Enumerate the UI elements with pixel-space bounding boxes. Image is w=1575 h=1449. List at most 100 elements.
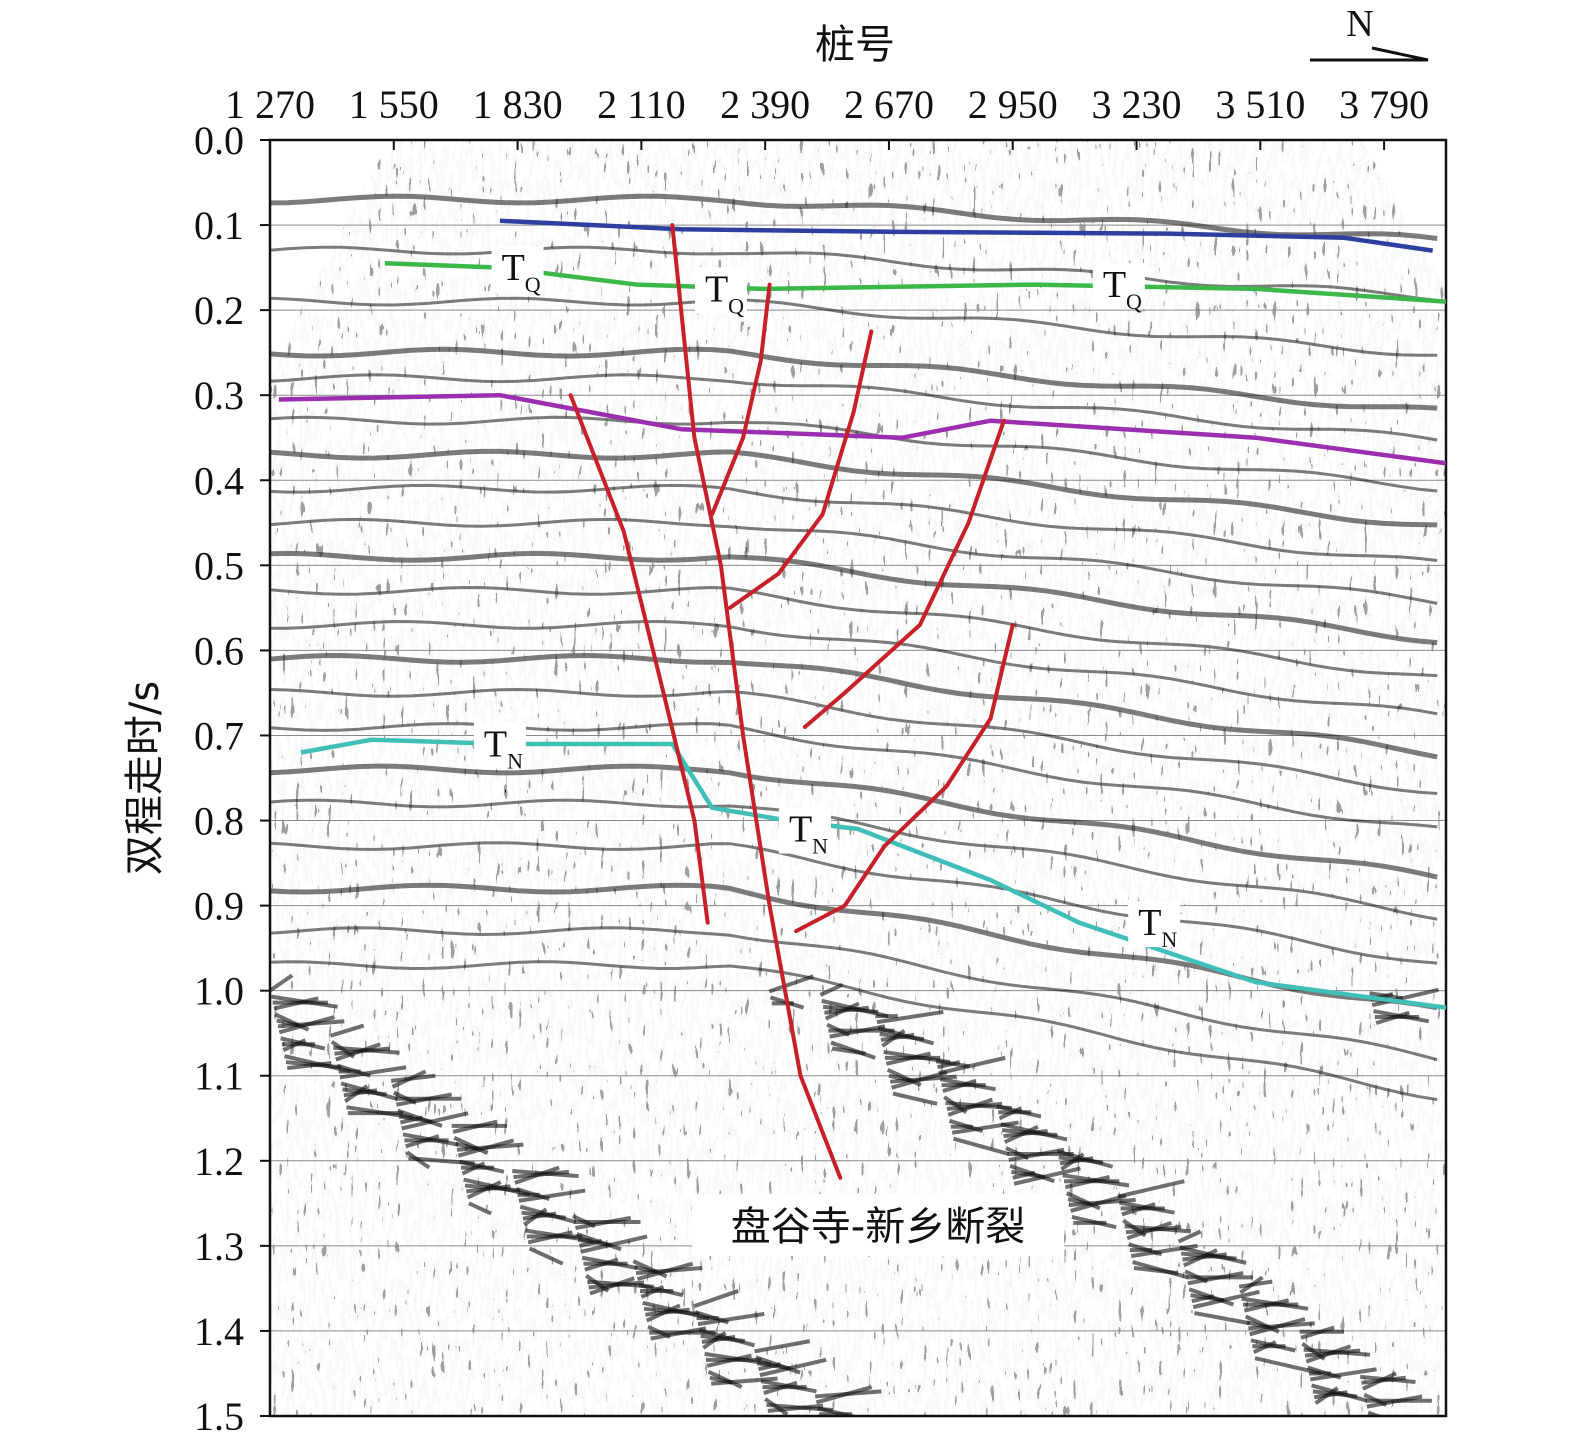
reflector-streak (575, 1215, 632, 1230)
reflector-streak (702, 1330, 727, 1350)
reflector-streak (636, 1261, 694, 1281)
reflector-streak (339, 1065, 407, 1080)
north-arrow-label: N (1346, 3, 1373, 45)
y-tick-label: 0.3 (194, 373, 244, 418)
reflector-band (270, 483, 1438, 562)
reflector-streak (461, 1161, 486, 1176)
reflector-band (270, 960, 1438, 1102)
reflector-streak (1117, 1179, 1185, 1199)
y-tick-label: 1.3 (194, 1224, 244, 1269)
reflector-streak (819, 982, 844, 997)
fault-name-label: 盘谷寺-新乡断裂 (731, 1204, 1025, 1250)
seismic-reflectors (270, 193, 1439, 1416)
reflector-band (270, 763, 1438, 880)
x-tick-label: 3 230 (1092, 82, 1182, 127)
reflector-streak (287, 1060, 332, 1071)
x-tick-label: 3 510 (1215, 82, 1305, 127)
reflector-streak (527, 1230, 573, 1245)
y-tick-label: 0.7 (194, 713, 244, 758)
gridlines (270, 224, 1446, 1332)
reflector-streak (1191, 1294, 1215, 1304)
reflector-streak (829, 1024, 886, 1039)
horizon-label-box (1128, 901, 1181, 948)
horizon-label: TQ (491, 246, 544, 297)
reflector-streak (1375, 1010, 1410, 1025)
horizon-label-subscript: Q (525, 272, 541, 297)
reflector-streak (1243, 1298, 1290, 1313)
reflector-streak (1060, 1152, 1085, 1171)
north-arrow-icon (1310, 46, 1429, 62)
reflector-streak (693, 1289, 739, 1309)
reflector-streak (885, 1051, 931, 1066)
horizon-label-subscript: Q (1126, 289, 1142, 314)
reflector-streak (1249, 1317, 1306, 1337)
reflector-streak (589, 1276, 635, 1296)
reflector-streak (1239, 1275, 1264, 1295)
reflector-streak (824, 1001, 860, 1021)
reflector-streak (650, 1326, 707, 1341)
reflector-band (270, 687, 1438, 795)
reflector-streak (270, 973, 294, 993)
reflector-streak (876, 1009, 944, 1025)
x-tick-label: 2 950 (968, 82, 1058, 127)
x-tick-label: 1 550 (349, 82, 439, 127)
reflector-streak (947, 1097, 994, 1117)
reflector-streak (1252, 1340, 1277, 1355)
reflector-streak (396, 1092, 453, 1107)
reflector-streak (1254, 1356, 1322, 1376)
reflector-streak (881, 1029, 906, 1048)
reflector-streak (1366, 1394, 1423, 1409)
north-arrow: N (1310, 3, 1429, 62)
reflector-band (270, 448, 1438, 528)
y-tick-label: 1.1 (194, 1054, 244, 1099)
y-axis: 0.0 0.1 0.2 0.3 0.4 0.5 0.6 0.7 0.8 0.9 1.0 1.1 1.2 1… (194, 118, 270, 1439)
reflector-streak (892, 1091, 938, 1106)
x-tick-label: 1 270 (225, 82, 315, 127)
reflector-band (270, 517, 1438, 605)
reflector-streak (523, 1207, 548, 1227)
reflector-streak (711, 1376, 778, 1386)
horizon-label: TQ (694, 267, 747, 318)
reflector-streak (697, 1311, 765, 1327)
horizon-label-box (491, 246, 544, 293)
reflector-streak (754, 1339, 811, 1354)
horizon-label: TN (778, 807, 831, 859)
reflector-streak (1012, 1170, 1036, 1180)
horizon-label-subscript: Q (728, 293, 744, 318)
reflector-streak (408, 1156, 475, 1166)
horizon-label-subscript: N (812, 834, 828, 859)
reflector-band (270, 373, 1438, 442)
reflector-streak (1013, 1166, 1081, 1186)
reflector-streak (1133, 1265, 1179, 1276)
reflector-streak (1194, 1311, 1251, 1326)
reflector-streak (1008, 1147, 1065, 1162)
horizon-label: TQ (1092, 263, 1145, 314)
y-tick-label: 0.8 (194, 799, 244, 844)
y-tick-label: 0.2 (194, 288, 244, 333)
y-tick-label: 0.6 (194, 628, 244, 673)
reflector-streak (1182, 1248, 1218, 1268)
x-tick-label: 2 110 (597, 82, 686, 127)
reflector-streak (1121, 1202, 1156, 1217)
reflector-band (270, 415, 1438, 493)
horizon-line-0 (499, 218, 1434, 253)
horizon-label: TN (1128, 901, 1181, 952)
y-tick-label: 0.5 (194, 543, 244, 588)
reflector-streak (391, 1069, 427, 1089)
x-tick-label: 3 790 (1339, 82, 1429, 127)
reflector-streak (759, 1357, 827, 1378)
reflector-band (270, 346, 1438, 411)
reflector-streak (640, 1284, 665, 1299)
reflector-streak (401, 1111, 469, 1131)
reflector-streak (1003, 1124, 1039, 1144)
fault-line-5 (794, 622, 1015, 934)
fault-line-3 (727, 329, 874, 610)
reflector-streak (998, 1106, 1023, 1121)
reflector-streak (468, 1201, 492, 1216)
reflector-streak (937, 1060, 961, 1070)
reflector-streak (335, 1042, 381, 1062)
reflector-streak (1126, 1221, 1173, 1241)
horizon-label-subscript: N (1161, 927, 1177, 952)
reflector-streak (1064, 1175, 1111, 1190)
horizon-label-box (694, 267, 747, 314)
